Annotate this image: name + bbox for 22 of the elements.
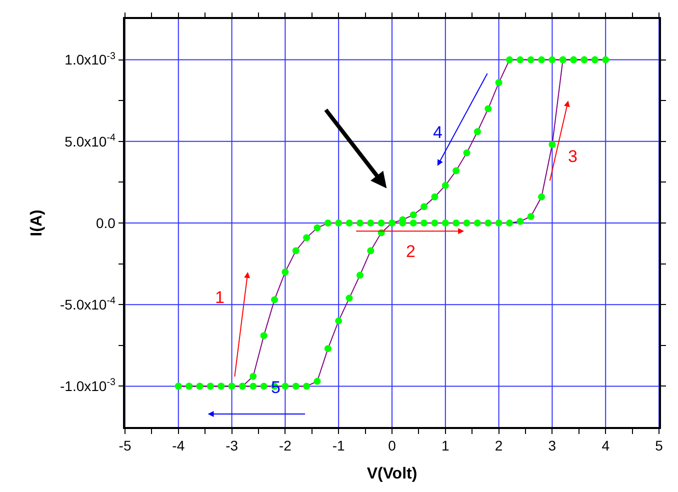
x-tick-label: 1 <box>442 438 450 454</box>
x-tick-label: -3 <box>226 438 238 454</box>
x-tick-label: 2 <box>494 438 503 454</box>
annotation: 3 <box>568 147 578 166</box>
x-tick-label: 3 <box>548 438 556 454</box>
x-tick-label: -5 <box>118 438 132 454</box>
y-tick-label: -5.0x10$^{-4}$ <box>60 296 116 312</box>
annotation: 2 <box>406 242 416 261</box>
x-tick-label: 0 <box>388 438 396 454</box>
x-tick-label: 4 <box>602 438 610 454</box>
x-tick-label: -4 <box>172 438 185 454</box>
x-tick-label: -2 <box>278 438 292 454</box>
annotation: 4 <box>433 123 442 142</box>
x-axis-title: V(Volt) <box>366 466 418 483</box>
y-tick-label: 1.0x10$^{-3}$ <box>64 50 116 68</box>
y-axis-title: I(A) <box>28 210 46 236</box>
y-tick-label: 5.0x10$^{-4}$ <box>64 132 116 150</box>
y-tick-label: -1.0x10$^{-3}$ <box>60 377 116 394</box>
x-tick-label: 5 <box>655 438 664 454</box>
x-tick-label: -1 <box>332 438 346 454</box>
annotation: 1 <box>215 288 224 307</box>
y-tick-label: 0.0 <box>96 214 116 231</box>
